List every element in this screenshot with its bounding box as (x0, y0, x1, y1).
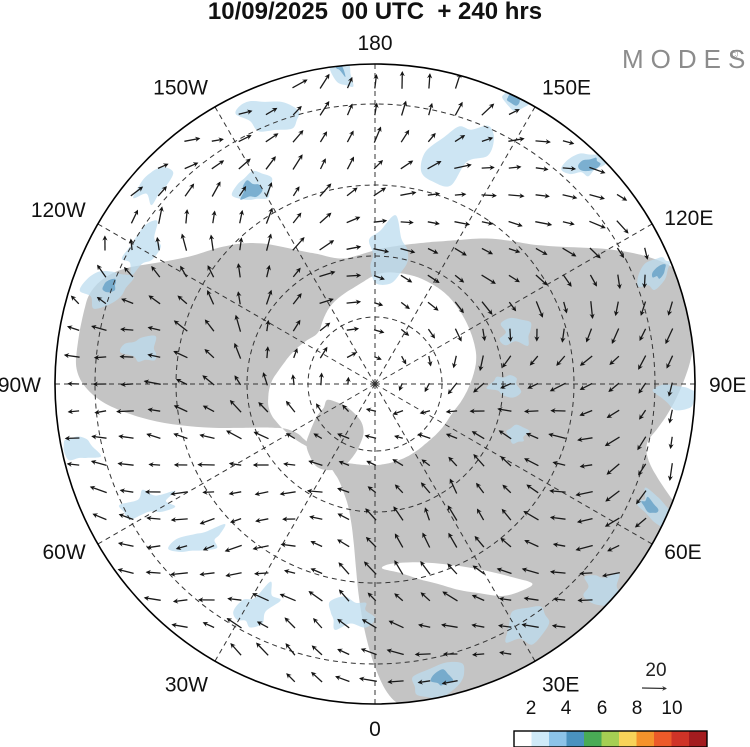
svg-text:2: 2 (526, 698, 537, 719)
svg-text:0: 0 (369, 718, 381, 741)
svg-text:8: 8 (632, 698, 643, 719)
svg-text:4: 4 (561, 698, 572, 719)
svg-text:90E: 90E (709, 374, 746, 397)
svg-text:10/09/2025 00 UTC + 240 hrs: 10/09/2025 00 UTC + 240 hrs (208, 0, 542, 25)
svg-text:90W: 90W (0, 374, 41, 397)
svg-text:120W: 120W (31, 199, 86, 222)
svg-text:10: 10 (661, 698, 682, 719)
svg-text:30W: 30W (165, 673, 208, 696)
svg-text:30E: 30E (542, 673, 579, 696)
svg-text:6: 6 (597, 698, 608, 719)
svg-text:60E: 60E (664, 541, 701, 564)
svg-text:180: 180 (357, 32, 392, 55)
svg-text:20: 20 (645, 660, 666, 681)
svg-text:150W: 150W (153, 77, 208, 100)
svg-text:©: © (730, 49, 738, 61)
svg-text:150E: 150E (542, 77, 591, 100)
svg-text:120E: 120E (664, 207, 713, 230)
svg-text:60W: 60W (43, 541, 86, 564)
